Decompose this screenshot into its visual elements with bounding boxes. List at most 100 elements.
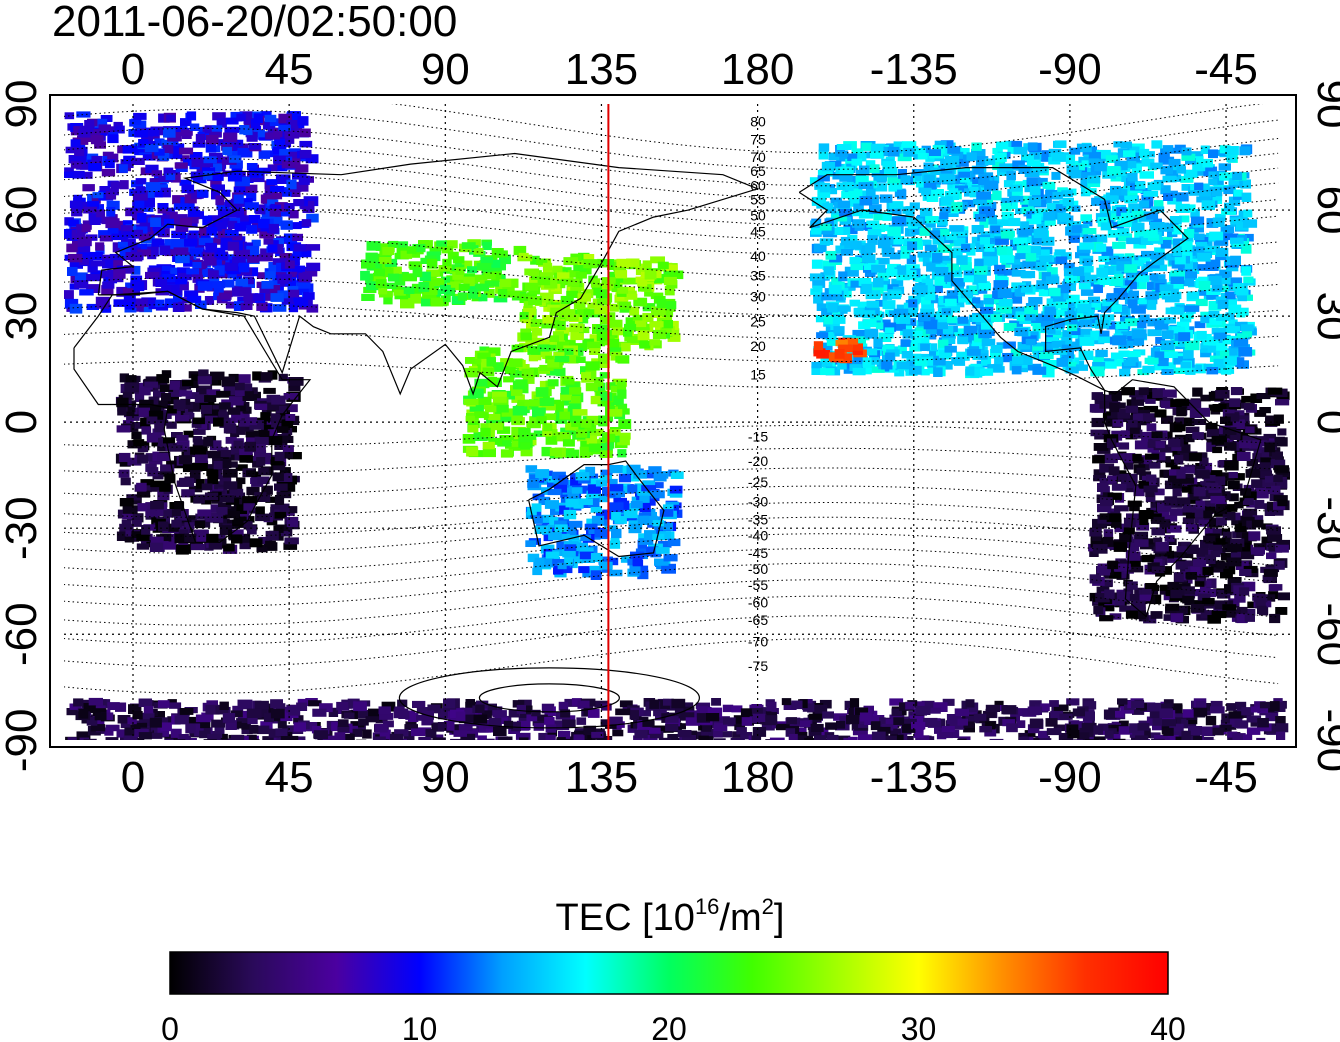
tec-cell (265, 132, 281, 140)
tec-cell (1195, 237, 1209, 244)
tec-cell (497, 289, 508, 299)
tec-cell (1133, 610, 1146, 620)
tec-cell (921, 278, 934, 287)
tec-cell (934, 267, 949, 276)
tec-cell (1026, 210, 1036, 219)
tec-cell (883, 167, 898, 177)
tec-cell (539, 380, 550, 388)
tec-cell (1127, 299, 1138, 309)
tec-cell (278, 373, 288, 382)
tec-cell (853, 203, 864, 212)
tec-cell (652, 533, 665, 540)
tec-cell (222, 146, 233, 155)
tec-cell (1183, 278, 1194, 287)
tec-cell (1228, 196, 1241, 206)
tec-cell (1227, 298, 1237, 307)
tec-cell (379, 256, 392, 264)
tec-cell (1222, 604, 1237, 611)
tec-cell (511, 414, 523, 425)
tec-cell (529, 474, 539, 481)
tec-cell (274, 483, 288, 491)
tec-cell (1232, 171, 1243, 181)
tec-cell (853, 308, 864, 315)
tec-cell (1159, 444, 1175, 453)
tec-cell (1206, 442, 1216, 452)
tec-cell (1230, 538, 1245, 548)
tec-cell (954, 328, 965, 337)
tec-cell (179, 477, 195, 487)
tec-cell (1026, 177, 1041, 187)
tec-cell (1154, 409, 1167, 418)
tec-cell (254, 403, 268, 410)
tec-cell (190, 470, 201, 480)
tec-cell (187, 232, 198, 243)
tec-cell (183, 533, 197, 542)
tec-cell (587, 341, 601, 350)
tec-cell (849, 364, 862, 371)
tec-cell (1222, 427, 1237, 435)
tec-cell (580, 419, 592, 428)
tec-cell (1177, 337, 1188, 347)
tec-cell (207, 474, 219, 485)
tec-cell (477, 352, 491, 359)
tec-cell (1158, 152, 1170, 163)
tec-cell (877, 272, 889, 281)
tec-cell (541, 446, 552, 457)
tec-cell (1239, 146, 1251, 156)
tec-cell (949, 248, 963, 259)
tec-cell (852, 367, 866, 376)
tec-cell (610, 385, 623, 393)
tec-cell (1262, 575, 1273, 583)
tec-cell (365, 281, 381, 291)
tec-cell (1153, 362, 1169, 371)
tec-cell (823, 315, 833, 325)
tec-cell (1123, 453, 1136, 463)
tec-cell (956, 148, 970, 156)
tec-cell (1216, 517, 1227, 526)
tec-cell (1081, 160, 1092, 168)
tec-cell (419, 271, 431, 282)
tec-cell (259, 231, 272, 238)
tec-cell (1107, 475, 1117, 484)
tec-cell (626, 336, 641, 344)
tec-cell (1009, 184, 1022, 192)
tec-cell (1103, 536, 1114, 547)
tec-cell (524, 282, 539, 291)
tec-cell (556, 431, 570, 442)
tec-cell (100, 115, 113, 122)
tec-cell (1105, 418, 1118, 427)
tec-cell (288, 377, 304, 386)
tec-cell (1139, 471, 1152, 480)
tec-cell (258, 150, 271, 159)
tec-cell (899, 316, 911, 325)
tec-cell (138, 407, 153, 418)
tec-cell (160, 187, 171, 198)
tec-cell (1011, 187, 1023, 196)
tec-cell (968, 285, 980, 295)
tec-cell (246, 245, 260, 255)
tec-cell (175, 510, 189, 521)
top-tick-label: -90 (1038, 45, 1102, 94)
tec-cell (1165, 603, 1180, 611)
tec-cell (615, 355, 629, 363)
tec-cell (124, 536, 135, 543)
tec-cell (136, 543, 150, 550)
tec-cell (848, 188, 863, 198)
tec-cell (520, 447, 533, 457)
tec-cell (825, 250, 837, 260)
tec-cell (1114, 359, 1127, 367)
tec-cell (936, 165, 950, 172)
tec-cell (1143, 190, 1159, 197)
tec-cell (1044, 306, 1058, 317)
tec-cell (179, 179, 192, 186)
tec-cell (572, 409, 588, 416)
tec-cell (1151, 274, 1166, 283)
tec-cell (1099, 615, 1114, 622)
tec-cell (246, 131, 258, 142)
tec-cell (163, 127, 176, 138)
tec-cell (651, 306, 666, 316)
tec-cell (468, 288, 478, 299)
tec-cell (888, 183, 903, 192)
tec-cell (206, 451, 221, 459)
tec-cell (1178, 265, 1193, 275)
